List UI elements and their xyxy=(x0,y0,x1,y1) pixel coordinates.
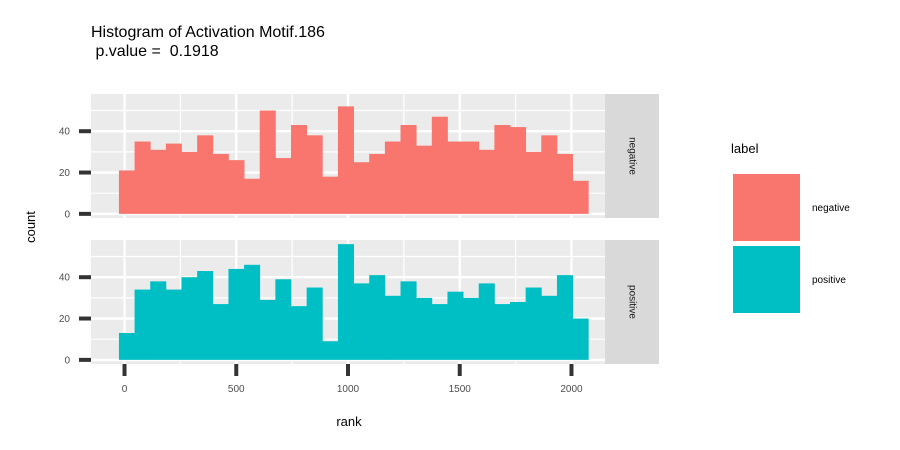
histogram-bar xyxy=(197,135,214,214)
histogram-bar xyxy=(134,141,151,214)
histogram-bar xyxy=(181,277,198,360)
histogram-bar xyxy=(384,295,401,360)
facet-panels: 0 20 40 negative 0 20 40 positive xyxy=(59,94,659,366)
histogram-bar xyxy=(494,304,511,360)
histogram-bar xyxy=(228,268,245,360)
histogram-bar xyxy=(431,304,448,360)
histogram-bar xyxy=(525,151,542,214)
y-tick-label: 20 xyxy=(59,314,71,325)
x-axis: 0 500 1000 1500 2000 xyxy=(122,364,583,395)
histogram-bar xyxy=(447,291,464,360)
histogram-bar xyxy=(431,116,448,214)
y-tick-label: 0 xyxy=(64,209,70,220)
histogram-bar xyxy=(416,145,433,214)
histogram-bar xyxy=(322,176,339,214)
histogram-bar xyxy=(118,333,135,360)
facet-strip xyxy=(605,94,659,218)
histogram-bar xyxy=(197,271,214,360)
histogram-bar xyxy=(181,151,198,214)
histogram-bar xyxy=(463,297,480,360)
histogram-bar xyxy=(322,341,339,360)
histogram-bar xyxy=(447,141,464,214)
histogram-bar xyxy=(353,283,370,360)
histogram-bar xyxy=(291,125,308,214)
histogram-bar xyxy=(275,279,292,360)
x-tick-label: 2000 xyxy=(560,384,583,395)
x-axis-title: rank xyxy=(336,414,362,429)
histogram-bar xyxy=(337,244,354,360)
histogram-bar xyxy=(337,106,354,214)
histogram-bar xyxy=(463,141,480,214)
histogram-bar xyxy=(541,295,558,360)
y-tick-label: 40 xyxy=(59,127,71,138)
legend-swatch-positive xyxy=(733,246,800,313)
x-tick-label: 1000 xyxy=(337,384,360,395)
histogram-bar xyxy=(510,302,527,360)
histogram-bar xyxy=(150,149,167,214)
histogram-bar xyxy=(572,180,589,214)
facet-panel-positive: 0 20 40 positive xyxy=(59,240,659,366)
y-axis-title: count xyxy=(23,211,38,243)
histogram-bar xyxy=(384,141,401,214)
histogram-bar xyxy=(400,125,417,214)
legend: label negative positive xyxy=(731,141,850,313)
legend-swatch-negative xyxy=(733,174,800,241)
legend-title: label xyxy=(731,141,759,156)
facet-strip xyxy=(605,240,659,364)
histogram-bar xyxy=(416,297,433,360)
legend-label-positive: positive xyxy=(812,275,846,286)
histogram-bar xyxy=(306,135,323,214)
histogram-bar xyxy=(165,143,182,214)
histogram-bar xyxy=(369,275,386,360)
histogram-bar xyxy=(259,110,276,214)
histogram-bar xyxy=(306,287,323,360)
histogram-bar xyxy=(150,281,167,360)
x-tick-label: 0 xyxy=(122,384,128,395)
chart-title: Histogram of Activation Motif.186 xyxy=(91,24,325,41)
histogram-bar xyxy=(244,264,261,360)
histogram-bar xyxy=(525,287,542,360)
y-tick-label: 0 xyxy=(64,355,70,366)
histogram-bar xyxy=(275,158,292,214)
histogram-bar xyxy=(228,160,245,214)
histogram-bar xyxy=(556,275,573,360)
histogram-bar xyxy=(134,289,151,360)
histogram-bar xyxy=(572,318,589,360)
histogram-bar xyxy=(165,289,182,360)
chart-subtitle: p.value = 0.1918 xyxy=(91,43,219,60)
histogram-bar xyxy=(369,153,386,214)
y-tick-label: 40 xyxy=(59,273,71,284)
x-tick-label: 1500 xyxy=(449,384,472,395)
histogram-bar xyxy=(291,306,308,360)
histogram-bar xyxy=(353,162,370,214)
y-tick-label: 20 xyxy=(59,168,71,179)
histogram-bar xyxy=(400,281,417,360)
facet-panel-negative: 0 20 40 negative xyxy=(59,94,659,220)
histogram-bar xyxy=(244,178,261,214)
histogram-bar xyxy=(118,170,135,214)
x-tick-label: 500 xyxy=(228,384,245,395)
histogram-bar xyxy=(494,125,511,214)
facet-strip-label: negative xyxy=(627,137,638,175)
facet-strip-label: positive xyxy=(627,285,638,319)
histogram-bar xyxy=(541,135,558,214)
legend-label-negative: negative xyxy=(812,203,850,214)
histogram-bar xyxy=(510,127,527,214)
histogram-bar xyxy=(259,299,276,360)
histogram-bar xyxy=(212,153,229,214)
histogram-bar xyxy=(212,304,229,360)
histogram-bar xyxy=(556,153,573,214)
histogram-bar xyxy=(478,149,495,214)
histogram-bar xyxy=(478,283,495,360)
